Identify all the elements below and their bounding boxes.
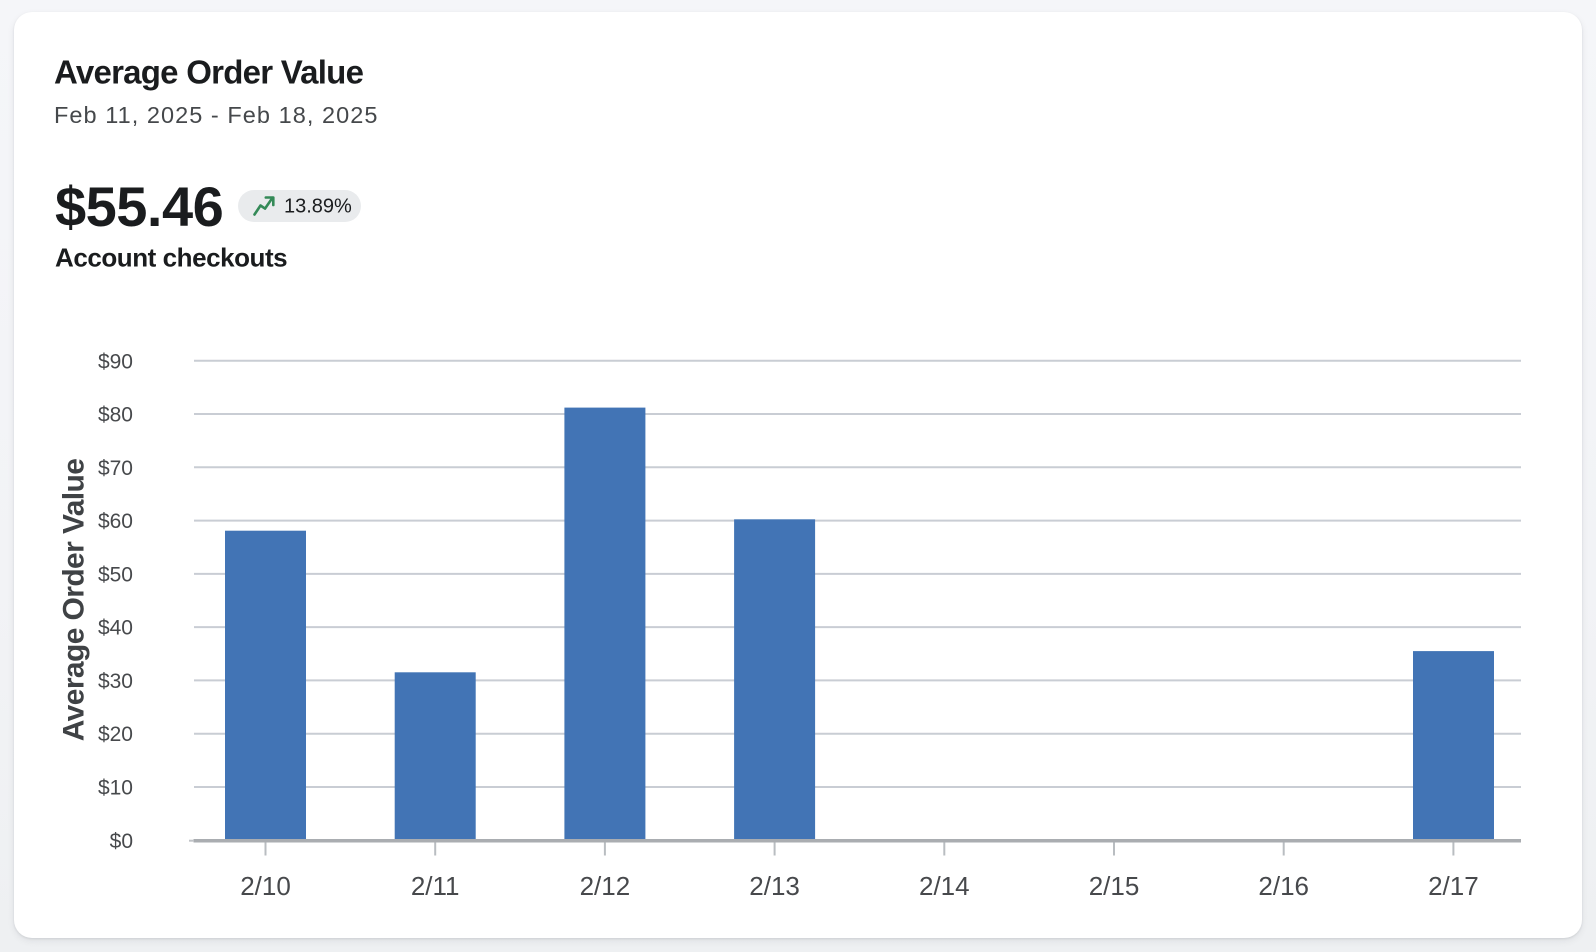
- svg-text:2/10: 2/10: [240, 871, 291, 901]
- svg-text:$55.46: $55.46: [55, 175, 223, 238]
- svg-text:Account checkouts: Account checkouts: [55, 243, 287, 273]
- svg-text:$70: $70: [98, 457, 133, 480]
- svg-text:$60: $60: [98, 510, 133, 533]
- svg-text:2/14: 2/14: [919, 871, 970, 901]
- svg-text:$80: $80: [98, 404, 133, 427]
- svg-text:$30: $30: [98, 670, 133, 693]
- svg-text:2/16: 2/16: [1258, 871, 1309, 901]
- svg-text:2/11: 2/11: [411, 871, 460, 901]
- svg-text:$10: $10: [98, 777, 133, 800]
- svg-text:Average Order Value: Average Order Value: [54, 54, 364, 91]
- svg-text:2/13: 2/13: [749, 871, 800, 901]
- svg-text:$0: $0: [110, 830, 133, 853]
- svg-text:Feb 11, 2025 - Feb 18, 2025: Feb 11, 2025 - Feb 18, 2025: [54, 102, 379, 128]
- svg-text:$90: $90: [98, 350, 133, 373]
- svg-text:13.89%: 13.89%: [284, 196, 352, 218]
- svg-text:2/17: 2/17: [1428, 871, 1479, 901]
- svg-text:2/12: 2/12: [580, 871, 631, 901]
- svg-text:2/15: 2/15: [1089, 871, 1140, 901]
- svg-text:Average Order Value: Average Order Value: [57, 459, 90, 742]
- svg-text:$50: $50: [98, 563, 133, 586]
- svg-text:$40: $40: [98, 617, 133, 640]
- svg-text:$20: $20: [98, 723, 133, 746]
